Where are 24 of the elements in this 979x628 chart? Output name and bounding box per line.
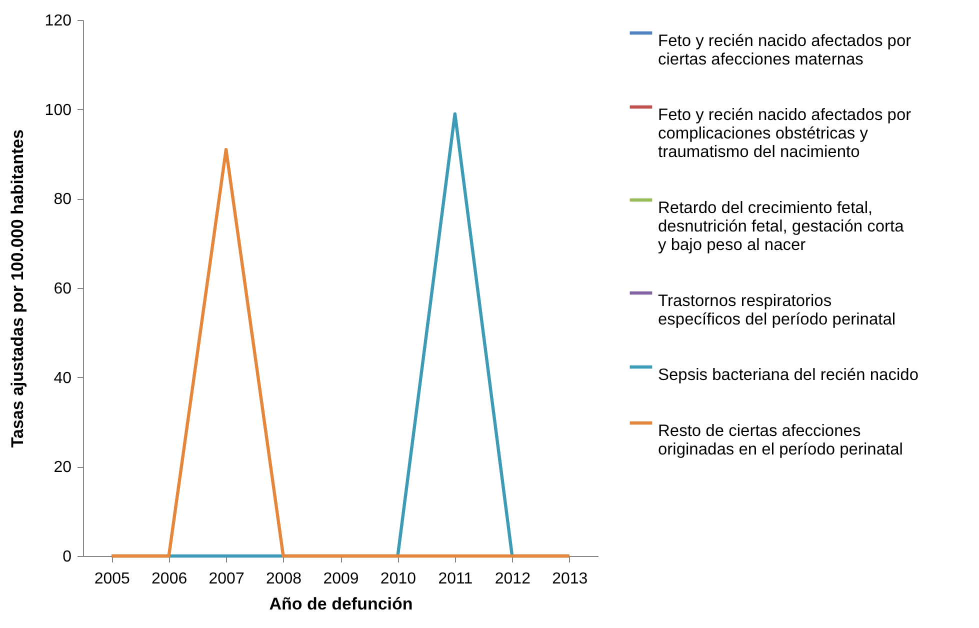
x-axis-title: Año de defunción [269, 594, 413, 614]
x-tick-label: 2006 [152, 570, 188, 588]
x-tick-label: 2005 [94, 570, 130, 588]
legend-label: Feto y recién nacido afectados por complicaciones obstétricas y traumatismo del nacimiento [658, 106, 912, 161]
y-tick-label: 120 [44, 12, 72, 30]
y-tick-label: 80 [54, 191, 72, 208]
y-axis-title: Tasas ajustadas por 100.000 habitantes [8, 129, 27, 448]
legend-label: Feto y recién nacido afectados por ciertas afecciones maternas [658, 32, 912, 68]
y-tick-label: 60 [54, 280, 72, 298]
x-tick-label: 2008 [266, 570, 302, 588]
legend-label: Trastornos respiratorios específicos del período perinatal [658, 292, 896, 328]
y-tick-label: 40 [54, 370, 72, 387]
x-tick-label: 2012 [494, 570, 531, 588]
x-tick-label: 2011 [438, 570, 473, 588]
legend-label: Retardo del crecimiento fetal, desnutrición fetal, gestación corta y bajo peso al nacer [658, 199, 905, 254]
x-tick-label: 2010 [380, 570, 416, 588]
y-tick-label: 100 [44, 102, 72, 119]
legend-label: Resto de ciertas afecciones originadas en el período perinatal [658, 422, 903, 458]
x-tick-label: 2009 [323, 570, 359, 588]
y-tick-label: 20 [54, 459, 72, 476]
x-tick-label: 2013 [552, 570, 588, 588]
legend-label: Sepsis bacteriana del recién nacido [658, 366, 918, 384]
y-tick-label: 0 [62, 548, 72, 566]
x-tick-label: 2007 [208, 570, 244, 588]
